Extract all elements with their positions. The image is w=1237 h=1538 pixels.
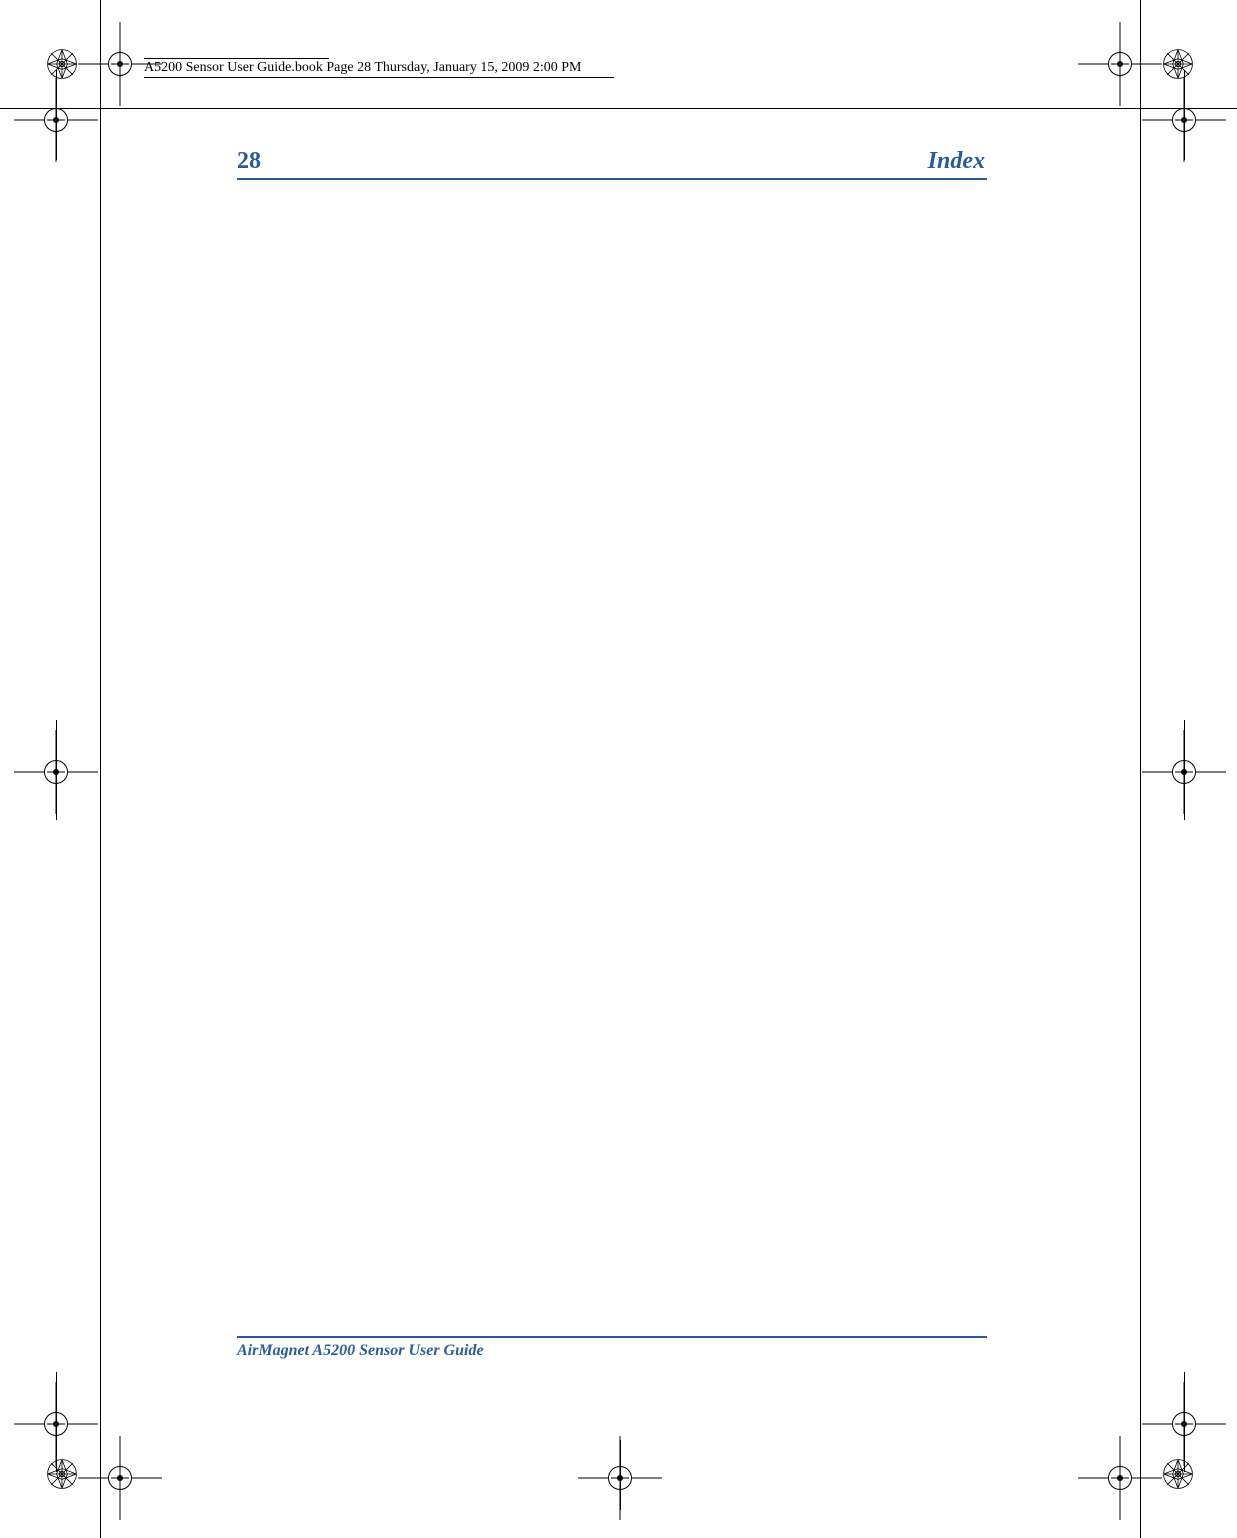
registration-sunburst-icon — [44, 46, 80, 82]
meta-text: A5200 Sensor User Guide.book Page 28 Thu… — [144, 60, 581, 76]
crosshair-icon — [1108, 52, 1132, 76]
registration-sunburst-icon — [1160, 1456, 1196, 1492]
footer-rule — [237, 1336, 987, 1338]
tick-line — [56, 720, 57, 820]
meta-overline — [144, 58, 329, 59]
frame-line-right — [1140, 0, 1141, 1538]
meta-underline — [144, 77, 614, 78]
frame-line-left — [100, 0, 101, 1538]
crosshair-icon — [108, 52, 132, 76]
header-rule — [237, 178, 987, 180]
tick-line — [1184, 1372, 1185, 1472]
tick-line — [1184, 720, 1185, 820]
crosshair-icon — [1108, 1466, 1132, 1490]
frame-line-top — [0, 108, 1237, 109]
registration-sunburst-icon — [44, 1456, 80, 1492]
footer-text: AirMagnet A5200 Sensor User Guide — [237, 1342, 484, 1360]
page-number: 28 — [237, 148, 261, 175]
registration-sunburst-icon — [1160, 46, 1196, 82]
tick-line — [620, 1440, 621, 1510]
tick-line — [56, 1372, 57, 1472]
tick-line — [1184, 70, 1185, 160]
tick-line — [56, 70, 57, 160]
crosshair-icon — [108, 1466, 132, 1490]
section-title: Index — [928, 148, 985, 175]
